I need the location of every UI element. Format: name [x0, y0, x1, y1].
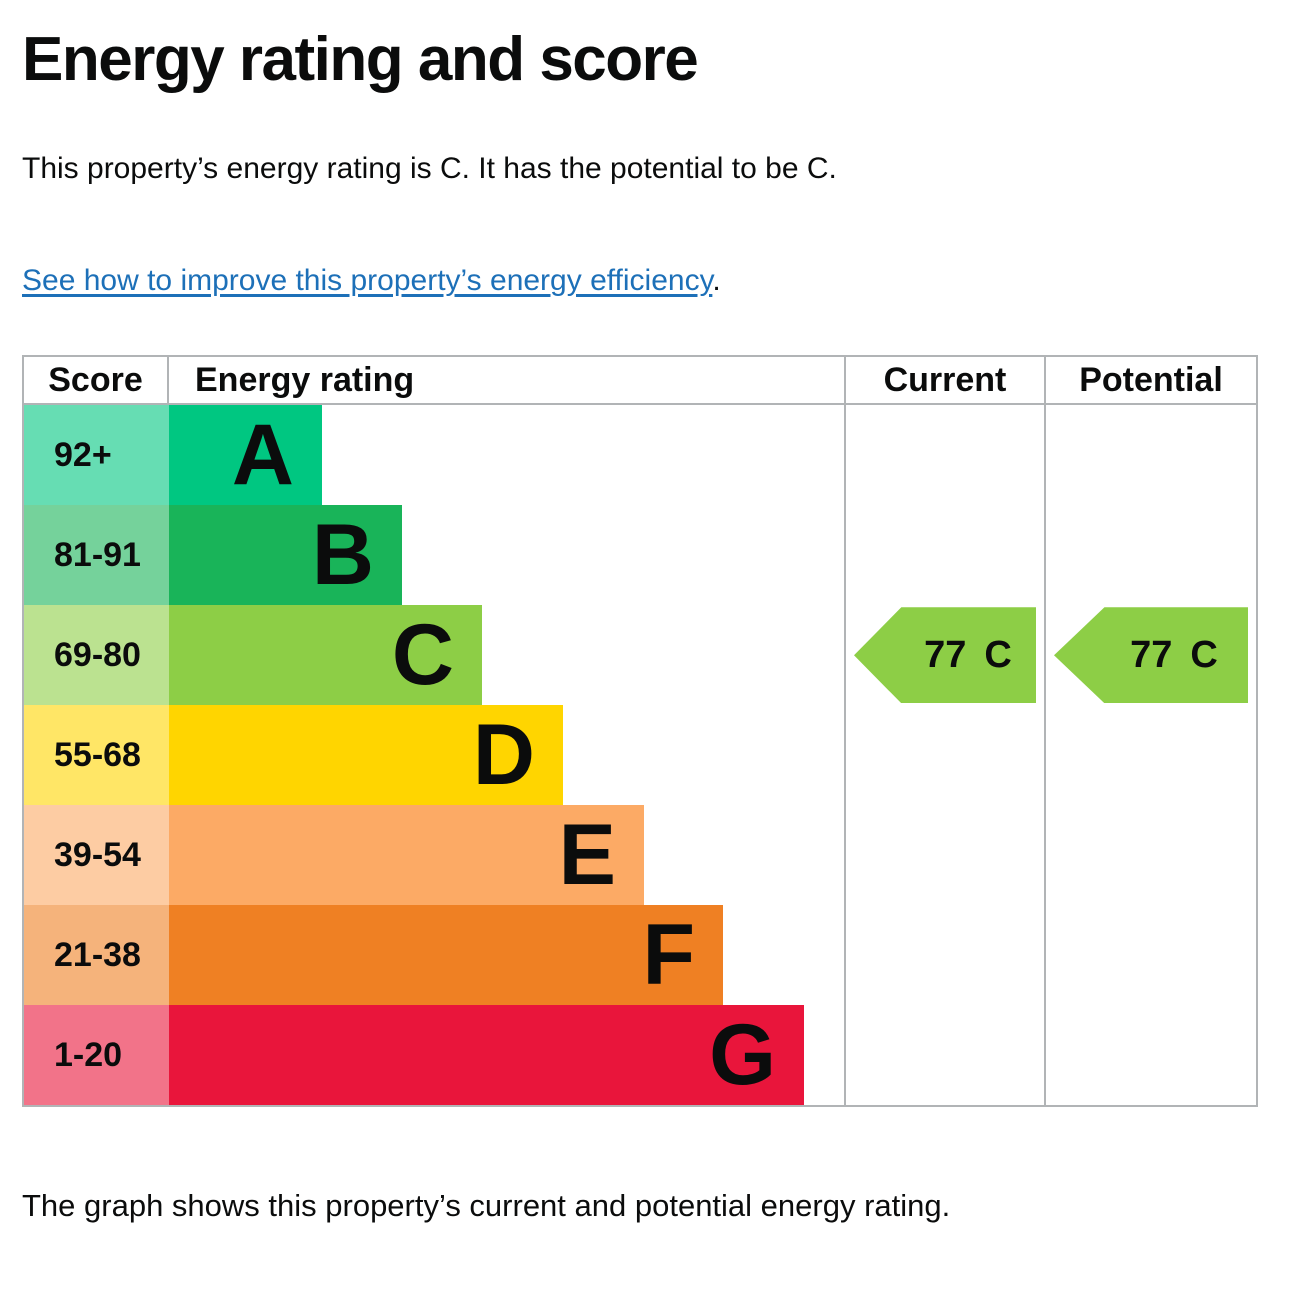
current-cell-band-f	[844, 905, 1044, 1006]
band-f-bar: F	[169, 905, 723, 1006]
potential-rating-arrow: 77 C	[1054, 607, 1248, 704]
band-c-rating-cell: C	[169, 605, 844, 706]
band-g-score-range: 1-20	[24, 1005, 169, 1106]
band-f-score-range: 21-38	[24, 905, 169, 1006]
page-title: Energy rating and score	[22, 25, 699, 94]
band-c-score-range: 69-80	[24, 605, 169, 706]
band-d-bar: D	[169, 705, 563, 806]
current-cell-band-e	[844, 805, 1044, 906]
band-e-rating-cell: E	[169, 805, 844, 906]
potential-rating-value: 77	[1130, 633, 1173, 676]
band-e-bar: E	[169, 805, 644, 906]
potential-cell-band-f	[1044, 905, 1256, 1006]
current-rating-letter: C	[984, 633, 1012, 676]
graph-caption: The graph shows this property’s current …	[22, 1188, 951, 1224]
current-cell-band-b	[844, 505, 1044, 606]
band-a-bar: A	[169, 405, 322, 506]
header-current: Current	[844, 357, 1044, 406]
band-b-bar: B	[169, 505, 402, 606]
potential-cell-band-g	[1044, 1005, 1256, 1106]
current-cell-band-c: 77 C	[844, 605, 1044, 706]
band-f-rating-cell: F	[169, 905, 844, 1006]
band-a-score-range: 92+	[24, 405, 169, 506]
current-rating-arrow: 77 C	[854, 607, 1036, 704]
band-d-rating-cell: D	[169, 705, 844, 806]
band-b-rating-cell: B	[169, 505, 844, 606]
band-e-score-range: 39-54	[24, 805, 169, 906]
potential-cell-band-d	[1044, 705, 1256, 806]
current-rating-value: 77	[924, 633, 967, 676]
improvement-link-line: See how to improve this property’s energ…	[22, 263, 1278, 299]
potential-cell-band-e	[1044, 805, 1256, 906]
band-g-rating-cell: G	[169, 1005, 844, 1106]
improvement-link[interactable]: See how to improve this property’s energ…	[22, 264, 713, 298]
header-score: Score	[24, 357, 169, 406]
band-c-bar: C	[169, 605, 482, 706]
potential-cell-band-a	[1044, 405, 1256, 506]
band-b-score-range: 81-91	[24, 505, 169, 606]
band-a-rating-cell: A	[169, 405, 844, 506]
band-g-bar: G	[169, 1005, 804, 1106]
header-potential: Potential	[1044, 357, 1256, 406]
current-cell-band-d	[844, 705, 1044, 806]
potential-cell-band-c: 77 C	[1044, 605, 1256, 706]
current-cell-band-a	[844, 405, 1044, 506]
intro-text: This property’s energy rating is C. It h…	[22, 152, 837, 186]
band-d-score-range: 55-68	[24, 705, 169, 806]
header-energy-rating: Energy rating	[169, 357, 844, 406]
link-suffix: .	[712, 264, 721, 298]
potential-cell-band-b	[1044, 505, 1256, 606]
current-cell-band-g	[844, 1005, 1044, 1106]
potential-rating-letter: C	[1190, 633, 1218, 676]
epc-rating-graph: Score Energy rating Current Potential 92…	[22, 355, 1258, 1108]
